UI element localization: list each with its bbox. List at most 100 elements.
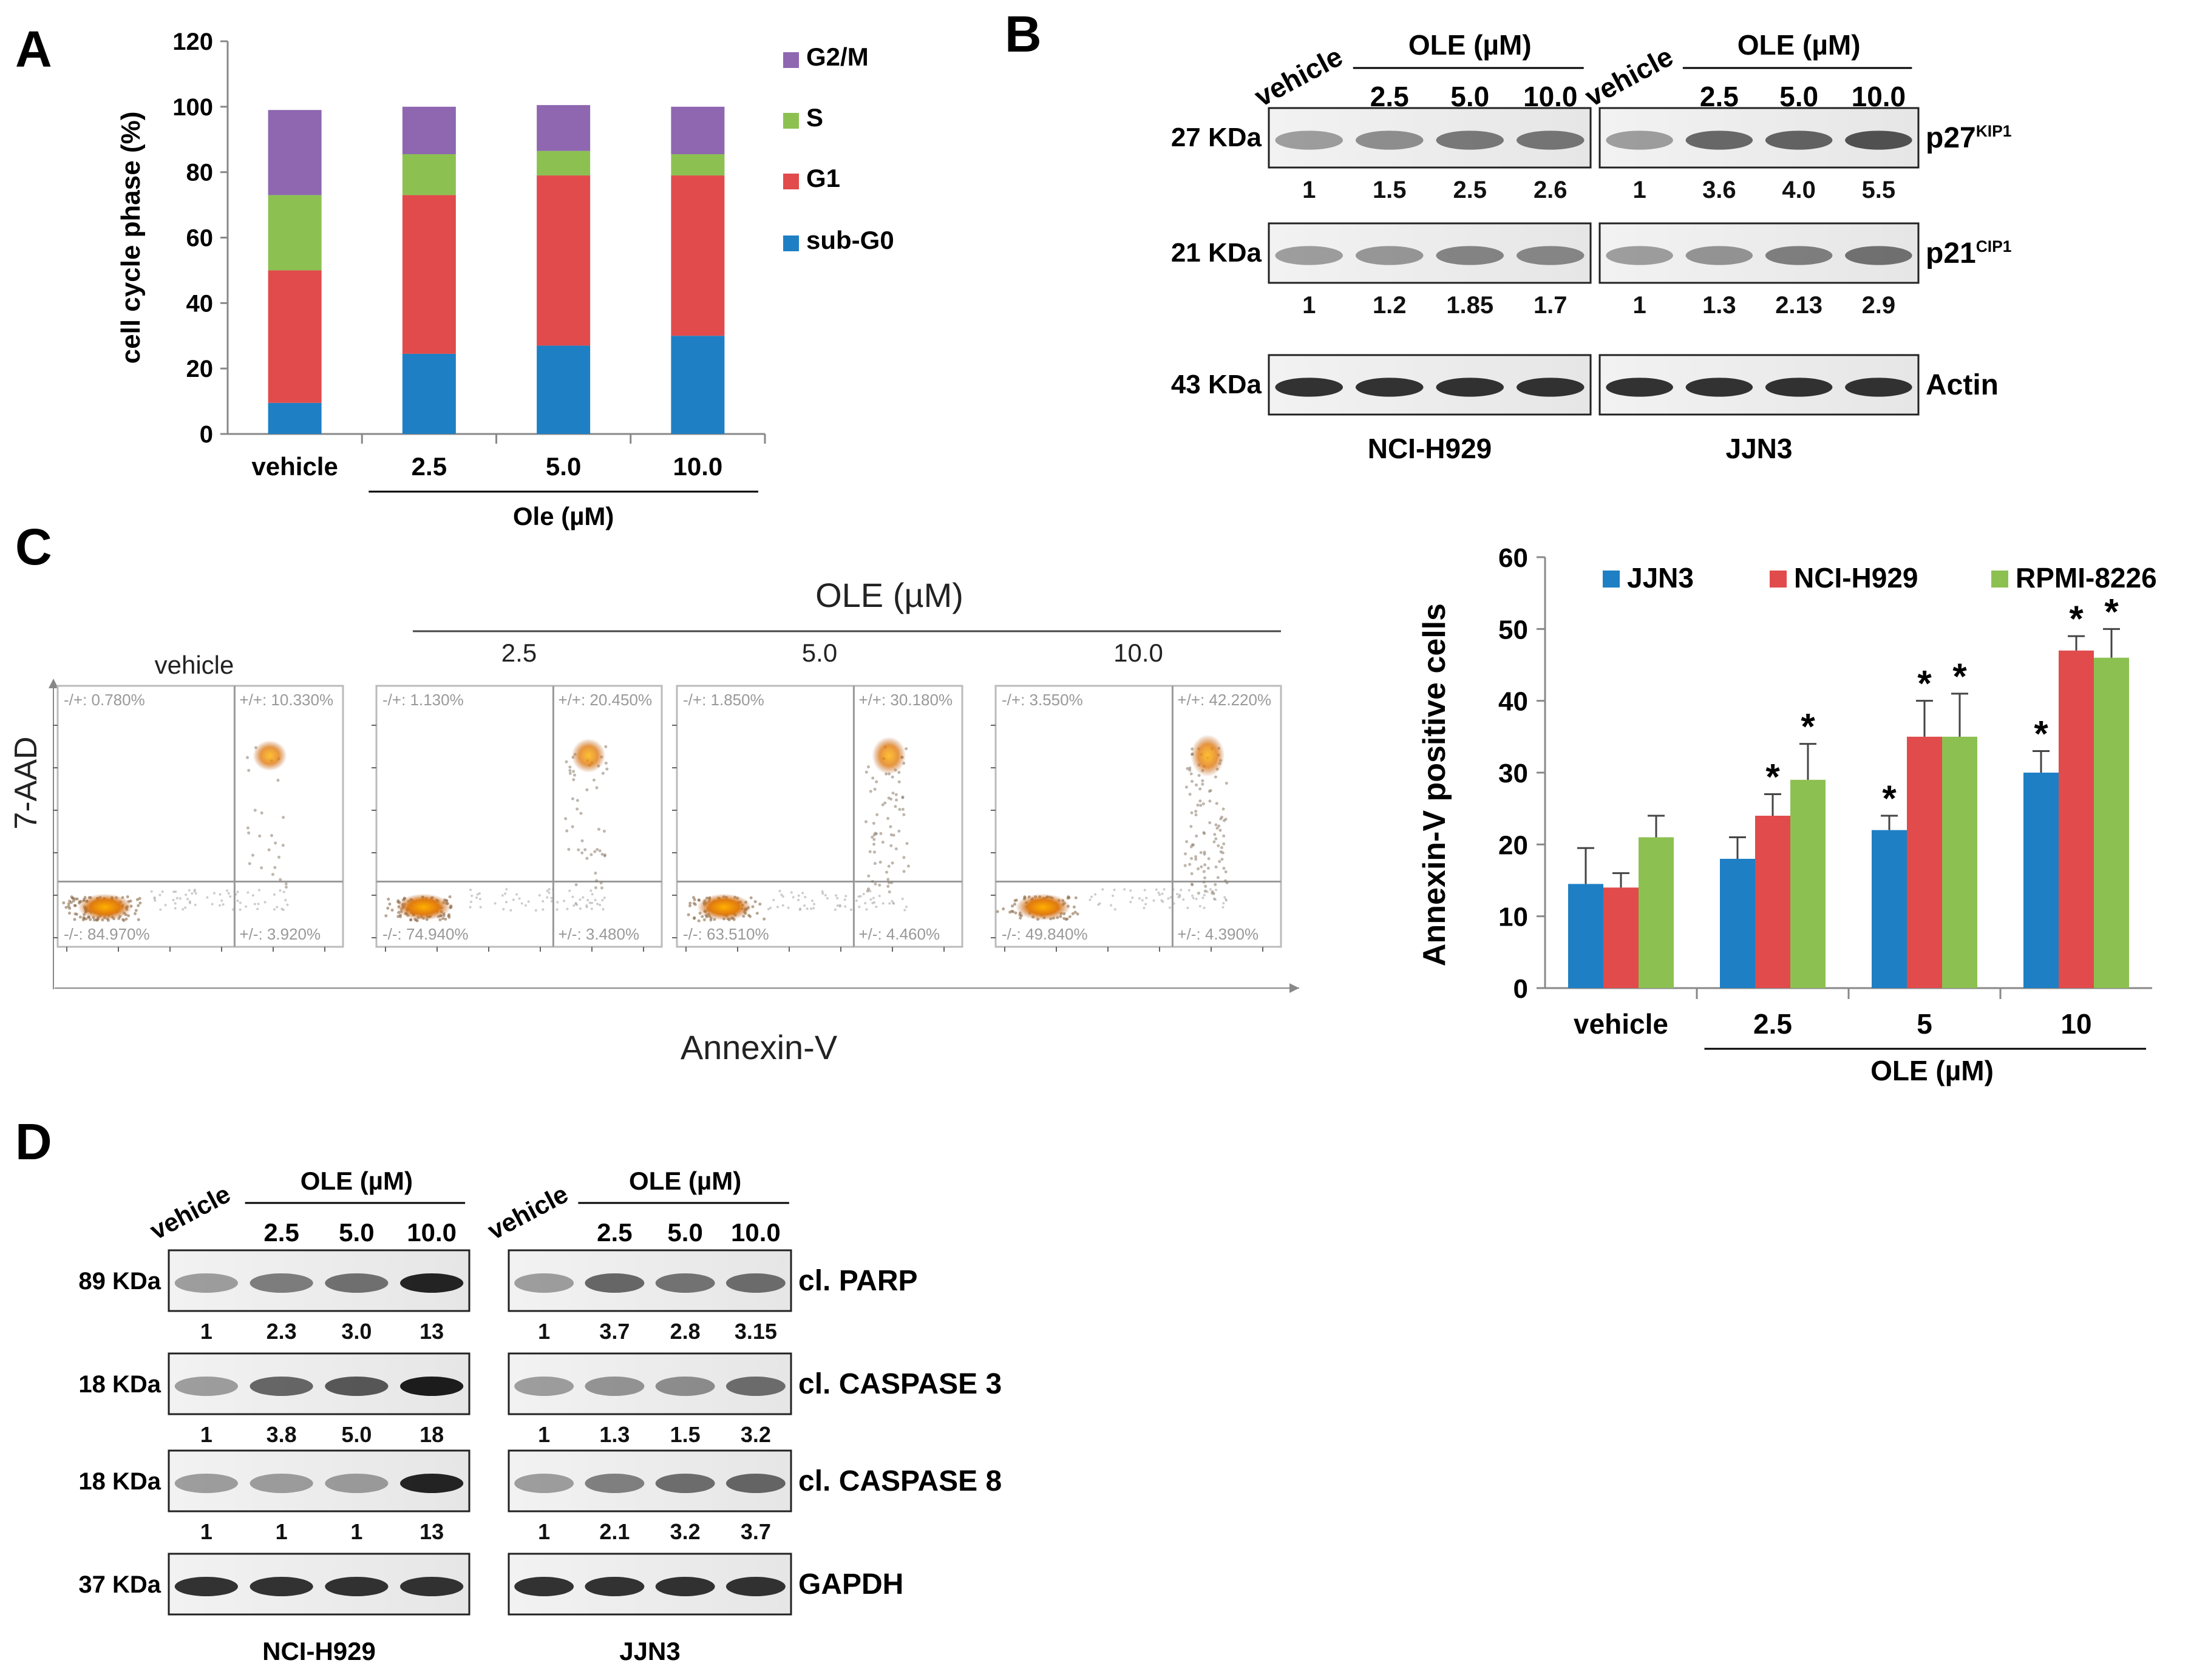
flow-dot	[594, 872, 597, 875]
flow-quadrant-ur: +/+: 10.330%	[239, 691, 333, 709]
flow-dot	[1191, 894, 1194, 897]
flow-dot	[1073, 910, 1077, 914]
flow-dot	[857, 895, 860, 898]
flow-dot	[68, 907, 72, 910]
blot-protein-label: Actin	[1926, 369, 1999, 401]
flow-dot	[693, 916, 696, 920]
flow-dot	[1169, 896, 1172, 899]
flow-dot	[1219, 817, 1223, 821]
blot-band	[1516, 246, 1585, 265]
c-legend-label: NCI-H929	[1794, 562, 1918, 594]
flow-dot	[864, 820, 868, 824]
flow-dot	[889, 798, 893, 801]
blot-protein-label: cl. PARP	[798, 1265, 918, 1297]
flow-dot	[1019, 916, 1022, 920]
a-bar-sub-G0	[671, 336, 725, 434]
flow-dot	[158, 893, 161, 896]
flow-quadrant-lr: +/-: 3.480%	[558, 925, 639, 943]
blot-quant-value: 1.5	[1373, 177, 1407, 203]
a-y-label: cell cycle phase (%)	[116, 112, 146, 364]
flow-dot	[826, 897, 829, 900]
flow-dot	[1163, 888, 1166, 891]
flow-dot	[790, 891, 793, 894]
flow-dot	[1072, 905, 1076, 909]
flow-dot	[229, 895, 232, 898]
flow-dot	[585, 856, 589, 860]
flow-dot	[1208, 821, 1212, 824]
blot-band	[174, 1377, 238, 1396]
flow-dot	[386, 906, 390, 910]
flow-dot	[388, 903, 392, 906]
flow-dot	[583, 848, 587, 852]
flow-dot	[1011, 910, 1015, 913]
flow-dot	[905, 906, 908, 909]
flow-dot	[556, 901, 559, 904]
flow-dot	[257, 889, 260, 892]
flow-dot	[260, 866, 263, 870]
flow-density-ll	[1016, 893, 1070, 921]
blot-band	[725, 1273, 786, 1293]
flow-dot	[878, 861, 882, 864]
flow-dot	[862, 893, 865, 896]
flow-dot	[592, 778, 596, 782]
flow-dot	[1215, 889, 1218, 892]
flow-dot	[868, 850, 872, 853]
flow-dot	[889, 833, 893, 837]
flow-dot	[1152, 899, 1155, 902]
c-legend-swatch	[1603, 571, 1620, 588]
flow-dot	[555, 908, 559, 911]
flow-dot	[1097, 903, 1100, 906]
flow-dot	[697, 919, 701, 923]
flow-quadrant-ll: -/-: 49.840%	[1002, 925, 1088, 943]
flow-dot	[590, 907, 593, 910]
flow-dot	[867, 887, 871, 891]
flow-dot	[565, 829, 569, 833]
a-legend-label: G1	[806, 164, 840, 192]
flow-dot	[834, 908, 837, 911]
flow-x-label: Annexin-V	[681, 1028, 838, 1066]
protein-name: p21	[1926, 237, 1976, 269]
blot-quant-value: 1	[1633, 177, 1646, 203]
blot-header-vehicle: vehicle	[1249, 40, 1348, 112]
flow-dot	[504, 892, 507, 895]
flow-dot	[234, 893, 237, 896]
flow-dot	[1160, 899, 1163, 902]
flow-dot	[1203, 876, 1206, 879]
a-legend-swatch	[783, 174, 799, 189]
flow-dot	[1195, 783, 1198, 787]
flow-dot	[1184, 852, 1187, 856]
blot-quant-value: 1.85	[1446, 292, 1493, 319]
flow-dot	[843, 898, 846, 901]
flow-dot	[871, 879, 874, 883]
c-significance-star: *	[1765, 757, 1780, 798]
flow-dot	[749, 896, 753, 899]
flow-dot	[804, 896, 807, 899]
flow-dot	[253, 903, 256, 906]
flow-dot	[688, 901, 692, 905]
blot-quant-value: 1.7	[1534, 292, 1568, 319]
blot-kda-label: 18 KDa	[78, 1468, 161, 1495]
flow-quadrant-ul: -/+: 1.850%	[683, 691, 764, 709]
c-x-tick-label: 10	[2060, 1008, 2091, 1040]
flow-dot	[273, 865, 277, 869]
flow-dot	[797, 894, 800, 897]
flow-y-arrow-head	[49, 679, 58, 688]
blot-protein-label: p27KIP1	[1926, 122, 2011, 154]
flow-dot	[232, 908, 235, 911]
blot-quant-value: 2.6	[1534, 177, 1568, 203]
flow-quadrant-lr: +/-: 3.920%	[239, 925, 321, 943]
flow-dot	[871, 776, 875, 780]
c-bar-JJN3	[2023, 773, 2059, 988]
flow-dot	[572, 773, 576, 777]
a-x-tick-label: 5.0	[546, 452, 581, 481]
flow-dot	[1145, 896, 1148, 899]
flow-dot	[245, 905, 248, 908]
flow-dot	[571, 797, 574, 801]
flow-dot	[812, 907, 815, 910]
flow-quadrant-ll: -/-: 74.940%	[382, 925, 469, 943]
flow-dot	[135, 898, 139, 901]
c-bar-RPMI-8226	[1639, 837, 1674, 988]
blot-quant-value: 1	[538, 1319, 550, 1344]
c-legend-label: JJN3	[1627, 562, 1694, 594]
blot-quant-value: 1	[1633, 292, 1646, 319]
